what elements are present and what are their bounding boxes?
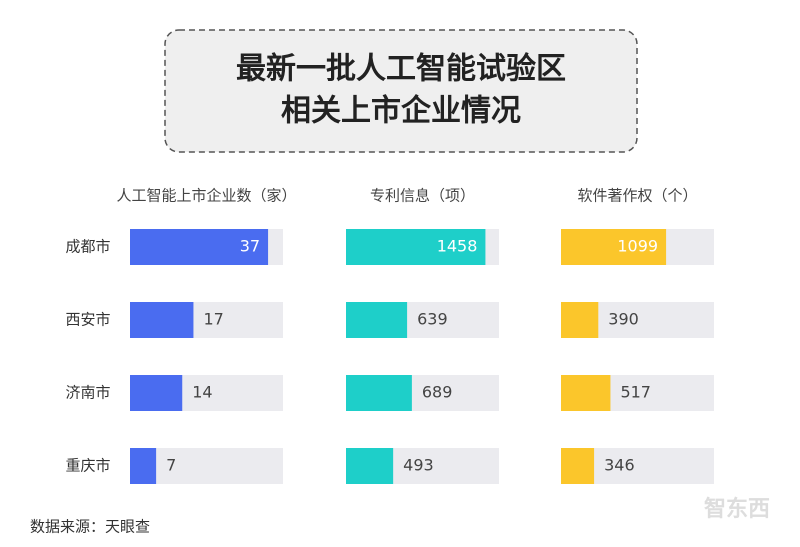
value-label: 390 <box>608 310 639 329</box>
bar <box>130 448 157 484</box>
value-label: 1099 <box>617 237 658 256</box>
bar <box>346 302 408 338</box>
bar <box>346 229 486 265</box>
value-label: 37 <box>240 237 260 256</box>
chart-title: 相关上市企业情况 <box>281 94 521 129</box>
value-label: 346 <box>604 456 635 475</box>
chart-title: 最新一批人工智能试验区 <box>236 52 566 87</box>
value-label: 639 <box>417 310 448 329</box>
bar <box>561 375 611 411</box>
category-label: 成都市 <box>65 238 110 256</box>
category-label: 西安市 <box>65 311 110 329</box>
watermark: 智东西 <box>704 496 770 522</box>
value-label: 7 <box>166 456 176 475</box>
bar <box>130 302 194 338</box>
value-label: 517 <box>620 383 651 402</box>
bar <box>561 229 667 265</box>
value-label: 493 <box>403 456 434 475</box>
bar <box>130 375 183 411</box>
value-label: 17 <box>203 310 223 329</box>
bar <box>561 302 599 338</box>
title-box <box>164 29 638 153</box>
source: 数据来源：天眼查 <box>30 518 150 536</box>
panel-title: 专利信息（项） <box>370 187 475 205</box>
value-label: 14 <box>192 383 212 402</box>
bar <box>346 375 412 411</box>
panel-title: 人工智能上市企业数（家） <box>116 187 296 205</box>
bar <box>346 448 394 484</box>
value-label: 1458 <box>437 237 478 256</box>
value-label: 689 <box>422 383 453 402</box>
bar <box>561 448 595 484</box>
panel-title: 软件著作权（个） <box>577 187 697 205</box>
category-label: 济南市 <box>65 384 110 402</box>
bar <box>130 229 269 265</box>
category-label: 重庆市 <box>65 457 110 475</box>
